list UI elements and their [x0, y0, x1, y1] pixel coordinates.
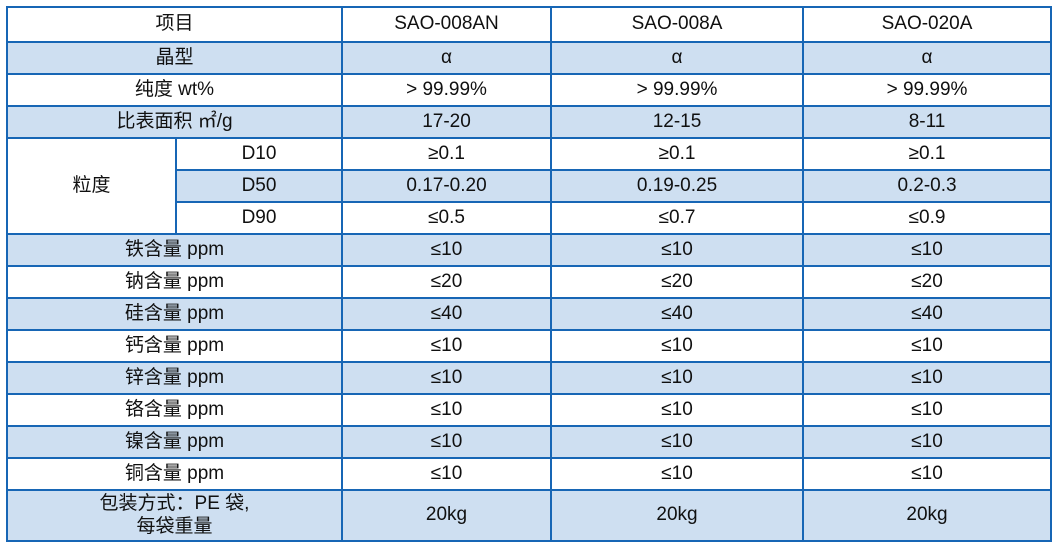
table-row: 包装方式：PE 袋, 每袋重量 20kg 20kg 20kg [5, 489, 1053, 542]
spec-value: ≤10 [341, 361, 553, 395]
spec-value: ≤10 [341, 425, 553, 459]
table-row: 铁含量 ppm ≤10 ≤10 ≤10 [5, 233, 1053, 267]
spec-value: ≤10 [802, 233, 1053, 267]
column-header-product: SAO-020A [802, 6, 1053, 43]
table-row: 比表面积 ㎡/g 17-20 12-15 8-11 [5, 105, 1053, 139]
spec-value: 8-11 [802, 105, 1053, 139]
spec-value: ≤40 [341, 297, 553, 331]
spec-value: ≤40 [550, 297, 805, 331]
spec-value: > 99.99% [802, 73, 1053, 107]
row-label-packaging: 包装方式：PE 袋, 每袋重量 [5, 489, 344, 542]
spec-value: 0.2-0.3 [802, 169, 1053, 203]
spec-value: ≤20 [341, 265, 553, 299]
spec-value: ≤0.7 [550, 201, 805, 235]
spec-value: ≤10 [802, 329, 1053, 363]
table-row: 镍含量 ppm ≤10 ≤10 ≤10 [5, 425, 1053, 459]
sub-row-label: D90 [174, 201, 344, 235]
product-spec-table: 项目 SAO-008AN SAO-008A SAO-020A 晶型 α α α 纯度 wt% > … [5, 6, 1053, 542]
spec-value: 20kg [550, 489, 805, 542]
spec-value: ≤10 [341, 393, 553, 427]
spec-value: ≤40 [802, 297, 1053, 331]
spec-value: ≤20 [802, 265, 1053, 299]
spec-value: ≤10 [550, 393, 805, 427]
column-header-product: SAO-008A [550, 6, 805, 43]
spec-value: 12-15 [550, 105, 805, 139]
spec-table-body: 项目 SAO-008AN SAO-008A SAO-020A 晶型 α α α 纯度 wt% > … [5, 6, 1053, 542]
spec-value: ≤0.9 [802, 201, 1053, 235]
packaging-label-line1: 包装方式：PE 袋, [99, 493, 250, 515]
spec-value: 20kg [341, 489, 553, 542]
table-row: 硅含量 ppm ≤40 ≤40 ≤40 [5, 297, 1053, 331]
spec-value: ≤10 [802, 425, 1053, 459]
spec-value: ≥0.1 [550, 137, 805, 171]
spec-value: ≤10 [550, 425, 805, 459]
group-label-particle-size: 粒度 [6, 137, 177, 235]
header-item-label: 项目 [5, 6, 344, 43]
packaging-label-line2: 每袋重量 [136, 515, 213, 537]
table-row: 钠含量 ppm ≤20 ≤20 ≤20 [5, 265, 1053, 299]
spec-value: ≤20 [550, 265, 805, 299]
spec-value: ≤10 [550, 233, 805, 267]
spec-value: ≥0.1 [802, 137, 1053, 171]
spec-value: ≥0.1 [341, 137, 553, 171]
row-label: 钙含量 ppm [5, 329, 344, 363]
spec-value: ≤10 [802, 361, 1053, 395]
table-row: D50 0.17-0.20 0.19-0.25 0.2-0.3 [7, 169, 1053, 203]
spec-value: ≤10 [341, 329, 553, 363]
row-label: 纯度 wt% [5, 73, 344, 107]
row-label: 铜含量 ppm [5, 457, 344, 491]
table-row: 钙含量 ppm ≤10 ≤10 ≤10 [5, 329, 1053, 363]
spec-value: α [550, 41, 805, 75]
spec-value: 0.17-0.20 [341, 169, 553, 203]
spec-value: ≤10 [550, 361, 805, 395]
spec-value: 20kg [802, 489, 1053, 542]
sub-row-label: D50 [174, 169, 344, 203]
spec-value: α [341, 41, 553, 75]
row-label: 硅含量 ppm [5, 297, 344, 331]
spec-value: > 99.99% [341, 73, 553, 107]
column-header-product: SAO-008AN [341, 6, 553, 43]
row-label: 锌含量 ppm [5, 361, 344, 395]
table-row: D90 ≤0.5 ≤0.7 ≤0.9 [7, 201, 1053, 235]
row-label: 钠含量 ppm [5, 265, 344, 299]
spec-value: ≤0.5 [341, 201, 553, 235]
table-row: 铬含量 ppm ≤10 ≤10 ≤10 [5, 393, 1053, 427]
spec-value: > 99.99% [550, 73, 805, 107]
spec-value: ≤10 [802, 457, 1053, 491]
spec-value: 17-20 [341, 105, 553, 139]
table-row: 粒度 D10 ≥0.1 ≥0.1 ≥0.1 [6, 137, 1053, 235]
row-label: 铁含量 ppm [5, 233, 344, 267]
spec-value: ≤10 [550, 329, 805, 363]
row-label: 铬含量 ppm [5, 393, 344, 427]
spec-value: ≤10 [550, 457, 805, 491]
row-label: 比表面积 ㎡/g [5, 105, 344, 139]
row-label: 镍含量 ppm [5, 425, 344, 459]
table-row: 锌含量 ppm ≤10 ≤10 ≤10 [5, 361, 1053, 395]
table-row: 纯度 wt% > 99.99% > 99.99% > 99.99% [5, 73, 1053, 107]
spec-value: 0.19-0.25 [550, 169, 805, 203]
sub-row-label: D10 [174, 137, 344, 171]
table-row: 铜含量 ppm ≤10 ≤10 ≤10 [5, 457, 1053, 491]
spec-value: ≤10 [341, 233, 553, 267]
table-row-header: 项目 SAO-008AN SAO-008A SAO-020A [5, 6, 1053, 43]
spec-value: ≤10 [341, 457, 553, 491]
row-label: 晶型 [5, 41, 344, 75]
table-row: 晶型 α α α [5, 41, 1053, 75]
spec-value: ≤10 [802, 393, 1053, 427]
spec-value: α [802, 41, 1053, 75]
